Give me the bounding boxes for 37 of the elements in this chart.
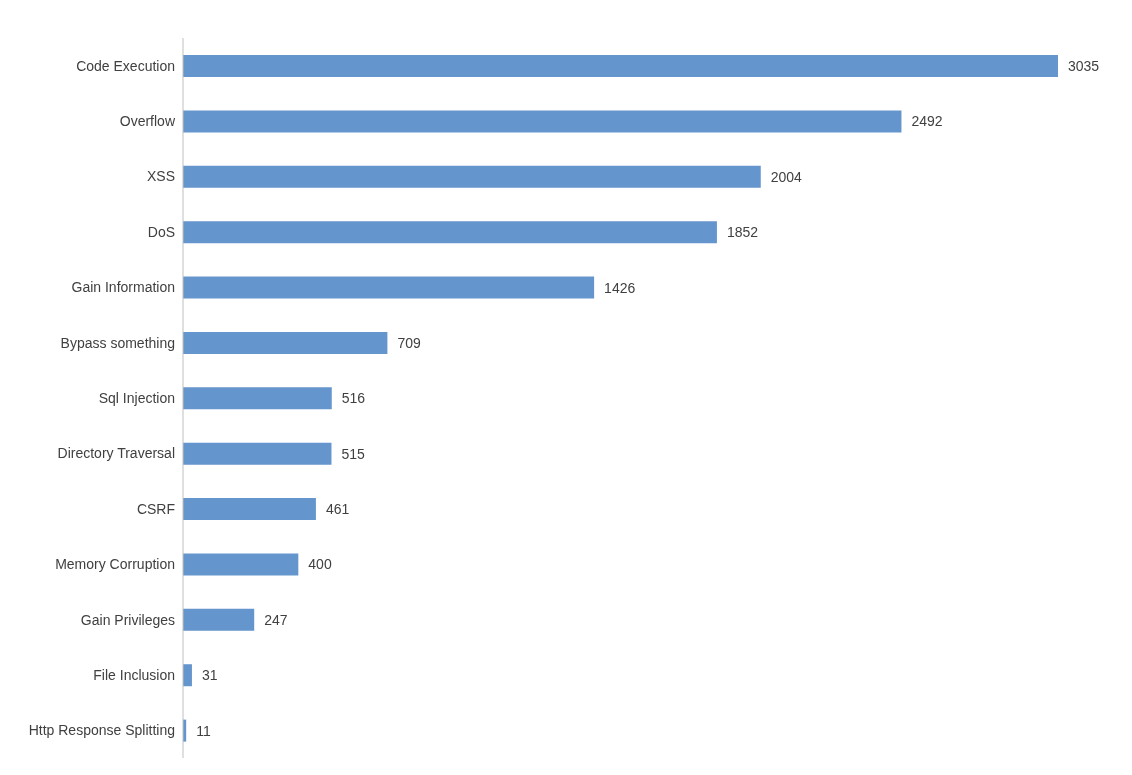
y-tick-label: Memory Corruption — [55, 556, 175, 573]
bar — [183, 553, 299, 576]
data-label: 461 — [325, 501, 350, 518]
bar — [183, 331, 388, 354]
y-tick-label: XSS — [146, 168, 175, 185]
y-tick-label: Code Execution — [76, 57, 175, 74]
y-tick-label: DoS — [147, 223, 175, 240]
bar — [183, 165, 761, 188]
y-tick-label: Sql Injection — [98, 389, 175, 406]
y-tick-label: File Inclusion — [93, 666, 175, 683]
bar — [183, 498, 316, 521]
data-label: 2004 — [770, 168, 803, 185]
y-tick-label: CSRF — [136, 500, 175, 517]
data-label: 3035 — [1068, 57, 1100, 74]
data-label: 11 — [196, 722, 211, 739]
data-label: 516 — [341, 390, 366, 407]
bar — [183, 387, 332, 410]
data-label: 1852 — [726, 224, 759, 241]
data-label: 515 — [341, 445, 366, 462]
bar — [183, 608, 255, 631]
data-label: 400 — [308, 556, 332, 573]
data-label: 1426 — [604, 279, 636, 296]
data-label: 709 — [397, 334, 421, 351]
bar — [183, 221, 717, 244]
y-tick-label: Http Response Splitting — [28, 722, 175, 739]
y-tick-label: Gain Privileges — [80, 611, 175, 628]
bar — [183, 276, 595, 299]
bar — [183, 55, 1058, 77]
y-tick-label: Overflow — [119, 113, 176, 130]
y-tick-label: Directory Traversal — [57, 445, 175, 462]
y-tick-label: Bypass something — [60, 334, 175, 351]
data-label: 247 — [264, 611, 288, 628]
y-tick-label: Gain Information — [71, 279, 175, 296]
bar — [183, 110, 902, 133]
data-label: 31 — [201, 667, 218, 684]
data-label: 2492 — [911, 113, 943, 130]
bar — [183, 442, 332, 465]
